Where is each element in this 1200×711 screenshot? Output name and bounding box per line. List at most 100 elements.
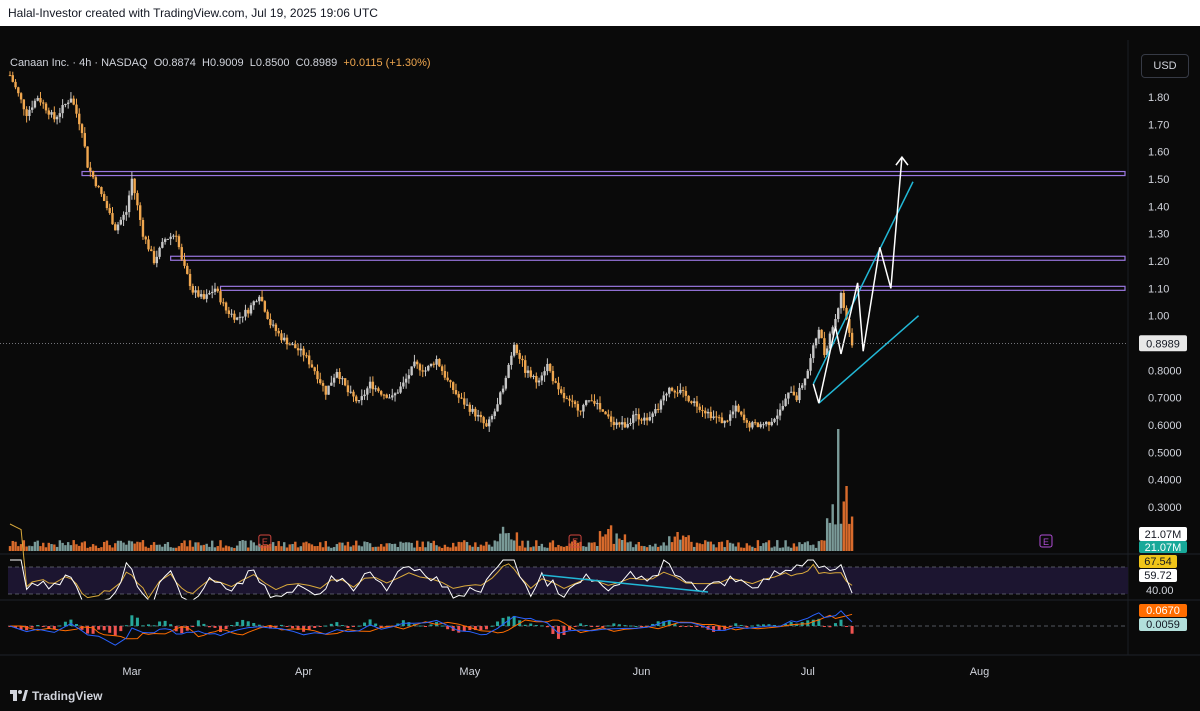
- candle-body: [698, 406, 701, 410]
- volume-bar: [773, 546, 776, 551]
- volume-bar: [809, 545, 812, 551]
- volume-bar: [294, 541, 297, 551]
- candle-body: [277, 330, 280, 334]
- volume-bar: [612, 543, 616, 551]
- price-tick-label: 1.50: [1148, 174, 1169, 186]
- volume-bar: [656, 546, 660, 551]
- candle-body: [427, 366, 430, 371]
- volume-bar: [784, 540, 787, 551]
- candle-body: [452, 382, 455, 391]
- volume-bar: [673, 536, 676, 551]
- candle-body: [537, 380, 541, 383]
- price-tick-label: 0.5000: [1148, 447, 1182, 459]
- candle-body: [396, 392, 399, 394]
- candle-body: [507, 364, 510, 378]
- price-tick-label: 1.00: [1148, 311, 1169, 323]
- candle-body: [180, 247, 183, 260]
- resistance-zone: [219, 285, 1126, 291]
- candle-body: [294, 344, 297, 349]
- volume-bar: [17, 546, 20, 551]
- candle-body: [548, 363, 552, 371]
- candle-body: [701, 409, 704, 411]
- candle-body: [66, 102, 70, 104]
- candle-body: [274, 324, 278, 331]
- candle-body: [828, 333, 832, 349]
- macd-histogram-bar: [185, 626, 189, 631]
- candle-body: [172, 235, 175, 237]
- macd-histogram-bar: [512, 615, 516, 626]
- time-tick-label: Jun: [633, 666, 651, 678]
- candle-body: [850, 332, 854, 346]
- candle-body: [360, 396, 363, 401]
- macd-histogram-bar: [379, 626, 383, 628]
- macd-histogram-bar: [207, 626, 211, 628]
- volume-bar: [629, 541, 632, 551]
- volume-bar: [269, 543, 272, 551]
- candle-body: [493, 411, 496, 416]
- candle-body: [684, 390, 688, 396]
- volume-bar: [274, 545, 278, 551]
- volume-bar: [440, 547, 444, 551]
- currency-button[interactable]: USD: [1141, 54, 1189, 78]
- candle-body: [152, 251, 156, 264]
- candle-body: [86, 146, 89, 168]
- candle-body: [651, 413, 654, 417]
- macd-histogram-bar: [36, 625, 40, 626]
- candle-body: [845, 307, 848, 320]
- candle-body: [260, 296, 264, 302]
- candle-body: [415, 361, 419, 365]
- candle-body: [432, 363, 436, 365]
- candle-body: [753, 422, 757, 424]
- candle-body: [825, 348, 829, 356]
- candle-body: [108, 208, 111, 214]
- volume-bar: [327, 546, 330, 551]
- volume-bar: [291, 544, 294, 551]
- projection-arrow-head: [895, 155, 909, 166]
- volume-bar: [767, 540, 771, 551]
- candle-body: [413, 361, 416, 367]
- macd-histogram-bar: [828, 626, 832, 628]
- volume-bar: [410, 542, 413, 551]
- volume-bar: [820, 540, 823, 551]
- candle-body: [778, 409, 782, 416]
- macd-histogram-bar: [496, 621, 500, 626]
- earnings-marker: [1039, 534, 1053, 548]
- time-tick-label: Jul: [801, 666, 815, 678]
- volume-bar: [626, 542, 629, 551]
- macd-histogram-bar: [845, 626, 849, 627]
- volume-bar: [701, 544, 704, 551]
- earnings-marker-label: E: [1043, 537, 1049, 547]
- candle-body: [269, 318, 272, 326]
- candle-body: [83, 133, 86, 147]
- candle-body: [127, 195, 131, 213]
- volume-bar: [756, 540, 760, 551]
- volume-bar: [335, 544, 339, 551]
- macd-histogram-bar: [235, 621, 239, 626]
- candle-body: [69, 98, 73, 103]
- candle-body: [604, 411, 607, 415]
- candle-body: [321, 383, 325, 386]
- candle-body: [307, 355, 311, 365]
- macd-histogram-bar: [534, 625, 538, 626]
- volume-bar: [186, 546, 189, 551]
- volume-bar: [795, 546, 798, 551]
- candle-body: [199, 294, 203, 297]
- candle-body: [39, 98, 42, 103]
- volume-bar: [330, 547, 333, 551]
- volume-bar: [770, 547, 773, 551]
- macd-histogram-bar: [806, 620, 810, 626]
- macd-histogram-badge: [1139, 618, 1187, 631]
- candle-body: [72, 98, 75, 105]
- candle-body: [590, 400, 593, 402]
- macd-histogram-bar: [241, 619, 245, 626]
- candle-body: [435, 359, 438, 365]
- volume-bar: [715, 547, 718, 551]
- candle-body: [280, 333, 283, 341]
- symbol-name[interactable]: Canaan Inc. · 4h · NASDAQ: [10, 57, 148, 69]
- volume-bar: [352, 545, 355, 551]
- volume-bar: [837, 429, 840, 551]
- rsi-value: 59.72: [1144, 570, 1172, 582]
- macd-histogram-bar: [191, 626, 195, 627]
- volume-bar: [244, 540, 247, 551]
